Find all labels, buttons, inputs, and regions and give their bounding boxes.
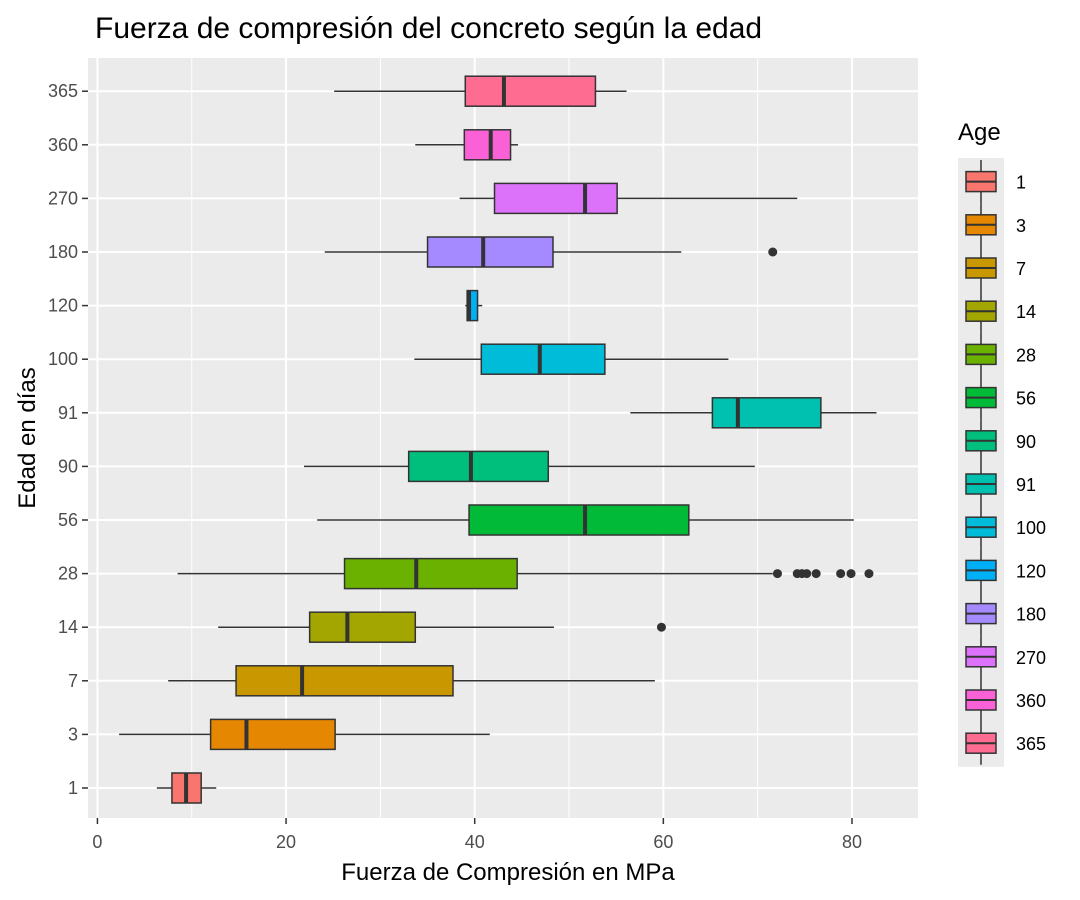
legend-label: 100 <box>1016 518 1046 538</box>
y-tick-label: 270 <box>48 188 78 208</box>
legend-label: 7 <box>1016 259 1026 279</box>
box-age-270 <box>459 182 798 215</box>
y-tick-label: 3 <box>68 724 78 744</box>
legend-label: 56 <box>1016 389 1036 409</box>
legend-item-365: 365 <box>965 721 1046 765</box>
box-age-7 <box>168 665 655 697</box>
box-age-91 <box>630 397 877 429</box>
legend-item-28: 28 <box>965 332 1036 376</box>
box-iqr <box>209 718 336 751</box>
box-age-14 <box>218 611 666 643</box>
x-tick-label: 80 <box>842 832 862 852</box>
x-tick-label: 40 <box>465 832 485 852</box>
legend-item-1: 1 <box>965 160 1026 204</box>
legend-label: 270 <box>1016 648 1046 668</box>
legend-label: 1 <box>1016 173 1026 193</box>
box-age-365 <box>334 75 627 107</box>
y-tick-label: 120 <box>48 296 78 316</box>
box-age-1 <box>156 772 217 804</box>
legend-item-91: 91 <box>965 462 1036 506</box>
legend-item-100: 100 <box>965 505 1046 549</box>
y-tick-label: 56 <box>58 510 78 530</box>
legend-item-270: 270 <box>965 635 1046 679</box>
y-tick-label: 100 <box>48 349 78 369</box>
box-iqr <box>464 75 597 107</box>
box-age-90 <box>303 450 755 483</box>
box-iqr <box>480 343 606 375</box>
legend-label: 14 <box>1016 302 1036 322</box>
box-age-100 <box>414 343 729 375</box>
x-tick-label: 60 <box>653 832 673 852</box>
y-tick-label: 14 <box>58 617 78 637</box>
legend-label: 3 <box>1016 216 1026 236</box>
legend-item-120: 120 <box>965 548 1046 592</box>
legend-item-56: 56 <box>965 376 1036 420</box>
box-age-3 <box>119 718 490 751</box>
y-tick-label: 360 <box>48 135 78 155</box>
outlier-point <box>768 247 778 257</box>
y-tick-label: 28 <box>58 564 78 584</box>
legend-label: 28 <box>1016 345 1036 365</box>
box-series <box>119 75 877 804</box>
legend-item-7: 7 <box>965 246 1026 290</box>
outlier-point <box>846 569 856 579</box>
legend-label: 180 <box>1016 605 1046 625</box>
box-iqr <box>493 182 618 215</box>
legend: 1 3 7 14 28 56 90 91 100 120 180 270 360 365 <box>958 158 1046 767</box>
y-tick-label: 91 <box>58 403 78 423</box>
box-iqr <box>711 397 822 429</box>
box-iqr <box>468 504 690 536</box>
box-iqr <box>463 129 512 161</box>
x-tick-label: 0 <box>92 832 102 852</box>
box-iqr <box>235 665 454 697</box>
y-tick-label: 1 <box>68 778 78 798</box>
box-iqr <box>308 611 417 643</box>
outlier-point <box>864 569 874 579</box>
legend-label: 90 <box>1016 432 1036 452</box>
outlier-point <box>656 622 666 632</box>
legend-item-90: 90 <box>965 419 1036 463</box>
box-iqr <box>407 450 550 483</box>
y-axis: 1 3 7 14 28 56 90 91 100 120 180 270 360 365 <box>48 81 88 798</box>
y-tick-label: 90 <box>58 456 78 476</box>
legend-label: 120 <box>1016 561 1046 581</box>
legend-item-3: 3 <box>965 203 1026 247</box>
x-tick-label: 20 <box>276 832 296 852</box>
outlier-point <box>772 569 782 579</box>
legend-title: Age <box>958 119 1001 146</box>
legend-label: 365 <box>1016 734 1046 754</box>
y-tick-label: 180 <box>48 242 78 262</box>
plot-panel <box>88 58 918 818</box>
chart-title: Fuerza de compresión del concreto según … <box>95 12 762 45</box>
box-age-360 <box>415 129 519 161</box>
legend-label: 91 <box>1016 475 1036 495</box>
x-axis-title: Fuerza de Compresión en MPa <box>341 859 675 886</box>
legend-label: 360 <box>1016 691 1046 711</box>
y-tick-label: 365 <box>48 81 78 101</box>
box-iqr <box>426 236 554 268</box>
outlier-point <box>836 569 846 579</box>
box-age-56 <box>317 504 854 536</box>
outlier-point <box>802 569 812 579</box>
legend-item-360: 360 <box>965 678 1046 722</box>
box-age-28 <box>177 557 874 590</box>
y-tick-label: 7 <box>68 671 78 691</box>
legend-item-14: 14 <box>965 289 1036 333</box>
x-axis: 0 20 40 60 80 <box>92 818 862 852</box>
outlier-point <box>811 569 821 579</box>
legend-item-180: 180 <box>965 592 1046 636</box>
box-iqr <box>343 557 518 590</box>
box-age-180 <box>324 236 778 268</box>
box-age-120 <box>465 289 483 322</box>
y-axis-title: Edad en días <box>14 367 41 508</box>
